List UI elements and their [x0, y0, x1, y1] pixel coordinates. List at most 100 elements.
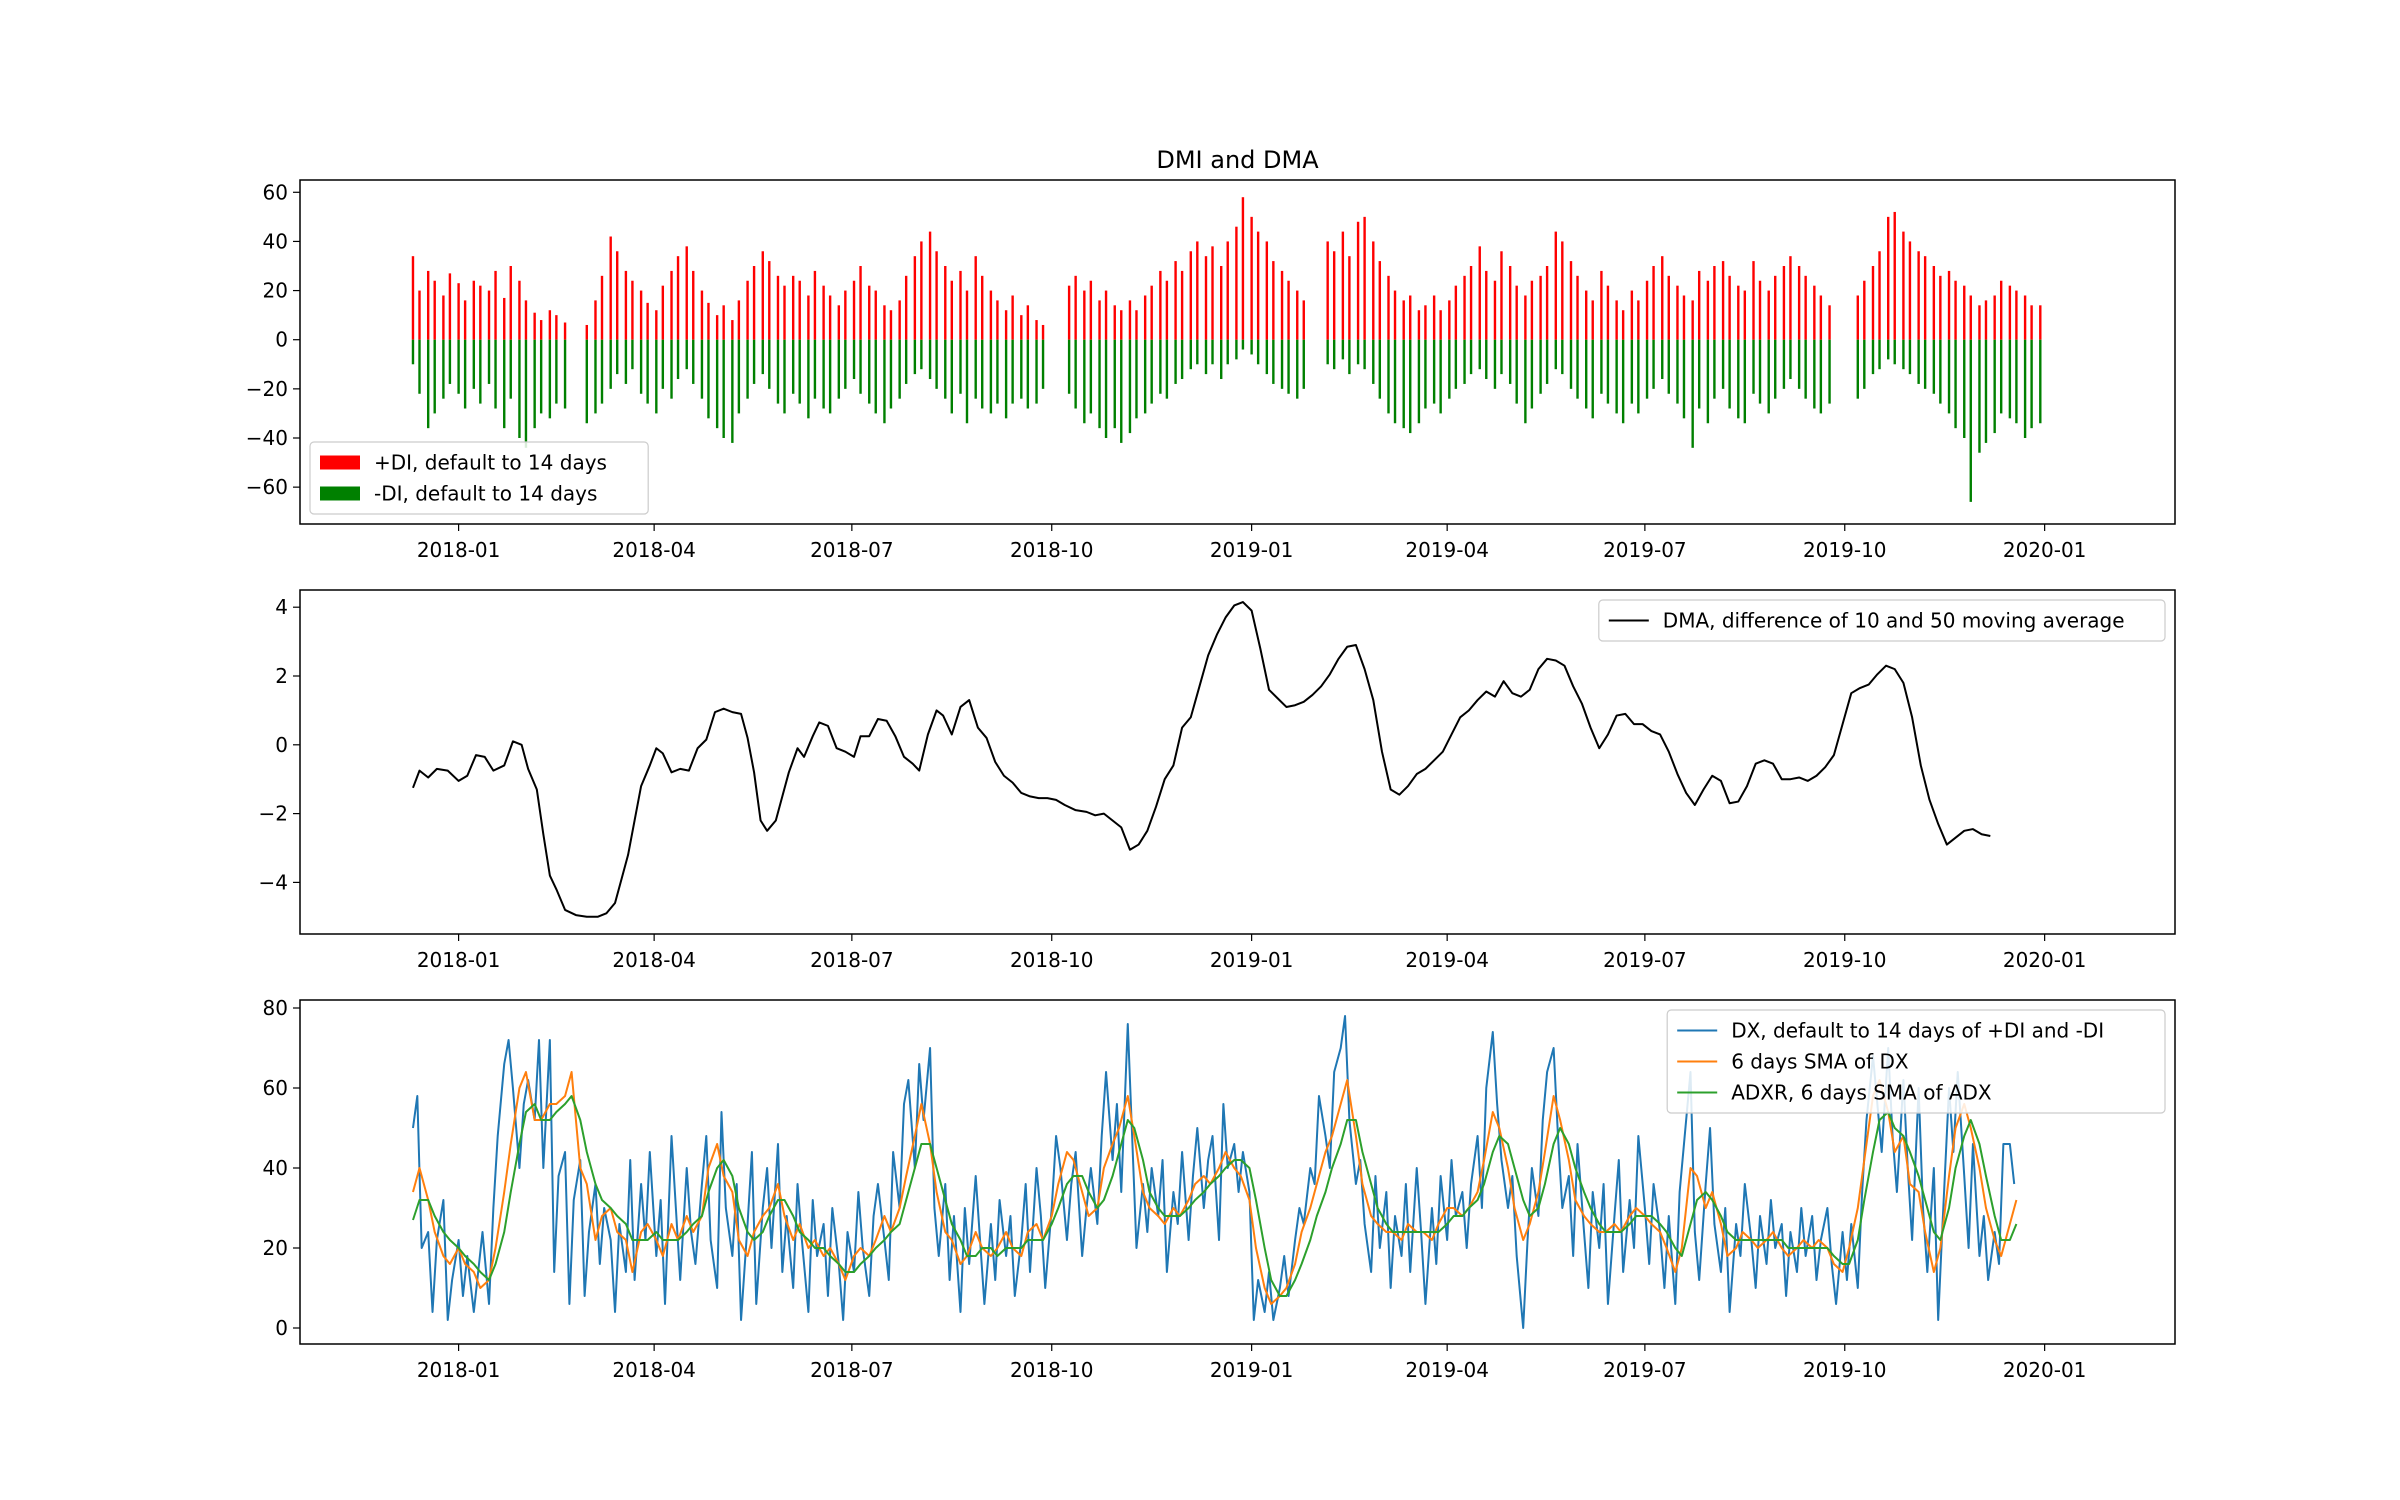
y-tick-label: 60: [263, 1076, 288, 1100]
bar: [920, 339, 923, 370]
bar: [509, 339, 512, 399]
bar: [418, 339, 421, 394]
bar: [1963, 339, 1966, 438]
bar: [1348, 256, 1351, 340]
bar: [1128, 300, 1132, 340]
bar: [1035, 320, 1038, 340]
bar: [1917, 251, 1920, 340]
bar: [868, 339, 871, 404]
bar: [1691, 300, 1694, 340]
bar: [1917, 339, 1920, 384]
bar: [1074, 275, 1077, 340]
bar: [1250, 339, 1253, 355]
x-tick-label: 2019-01: [1210, 1358, 1294, 1382]
bar: [1011, 295, 1014, 340]
bar: [722, 339, 725, 438]
bar: [1856, 339, 1859, 399]
bar: [692, 339, 695, 384]
bar: [1984, 339, 1988, 443]
bar: [904, 339, 908, 384]
bar: [2023, 295, 2027, 340]
bar: [1165, 280, 1169, 340]
bar: [616, 339, 619, 375]
bar: [503, 339, 506, 429]
bar: [1524, 295, 1527, 340]
legend-label: DX, default to 14 days of +DI and -DI: [1731, 1019, 2104, 1043]
bar: [822, 285, 825, 340]
bar: [1963, 285, 1966, 340]
bar: [1508, 339, 1512, 384]
y-tick-label: 2: [275, 664, 288, 688]
bar: [1923, 339, 1927, 389]
x-tick-label: 2018-10: [1010, 538, 1094, 562]
bar: [752, 339, 756, 384]
bar: [981, 339, 984, 409]
bar: [1256, 231, 1260, 340]
bar: [1143, 339, 1147, 414]
bar: [868, 285, 871, 340]
bar: [1737, 285, 1740, 340]
bar: [685, 246, 688, 340]
bar: [700, 339, 704, 399]
bar: [1591, 339, 1594, 419]
legend: DMA, difference of 10 and 50 moving aver…: [1598, 599, 2166, 642]
bar: [883, 339, 886, 424]
bar: [807, 339, 810, 419]
bar: [898, 339, 901, 399]
bar: [768, 339, 771, 389]
bar: [548, 310, 552, 340]
bar: [1782, 339, 1786, 389]
bar: [585, 339, 588, 424]
x-tick-label: 2018-07: [810, 1358, 894, 1382]
bar: [1713, 339, 1716, 399]
bar: [609, 339, 612, 389]
bar: [1637, 339, 1640, 414]
bar: [1621, 310, 1625, 340]
bar: [1871, 266, 1875, 340]
bar: [1908, 339, 1912, 375]
bar: [944, 339, 947, 399]
axes-3: 80 60 40 20 0 2018-01 2018-04 2018-07 2018-10 201…: [263, 996, 2176, 1382]
bar: [859, 266, 862, 340]
bar: [533, 339, 536, 429]
bar: [935, 251, 938, 340]
bar: [1189, 339, 1192, 370]
bar: [989, 290, 993, 340]
bar: [442, 295, 445, 340]
bar: [761, 251, 764, 340]
bar: [1448, 300, 1451, 340]
bar: [1035, 339, 1038, 404]
bar: [692, 270, 695, 340]
bar: [457, 283, 460, 340]
legend-box: [309, 441, 649, 515]
bar: [1908, 241, 1912, 340]
y-tick-label: 40: [263, 1156, 288, 1180]
bar: [1887, 216, 1890, 340]
bar: [1591, 300, 1594, 340]
bar: [1819, 339, 1823, 414]
bar: [609, 236, 612, 340]
bar: [1630, 339, 1634, 404]
bar: [1211, 339, 1214, 365]
legend: DX, default to 14 days of +DI and -DI 6 d…: [1666, 1009, 2166, 1114]
bar: [1863, 280, 1866, 340]
bar: [1697, 339, 1701, 409]
bar: [1235, 339, 1238, 360]
bar: [1993, 339, 1996, 434]
x-tick-label: 2018-01: [417, 948, 501, 972]
bar: [837, 339, 841, 399]
bar: [1797, 266, 1801, 340]
bar: [631, 280, 634, 340]
bar: [1174, 339, 1177, 384]
bar: [594, 339, 597, 414]
bar: [1135, 310, 1138, 340]
bar: [1478, 339, 1481, 370]
bar: [974, 256, 977, 340]
bar: [874, 339, 877, 414]
bar: [661, 285, 665, 340]
bar: [1652, 266, 1655, 340]
bar: [1902, 231, 1905, 340]
bar: [1439, 310, 1442, 340]
bar: [1600, 339, 1603, 394]
bar: [989, 339, 993, 414]
